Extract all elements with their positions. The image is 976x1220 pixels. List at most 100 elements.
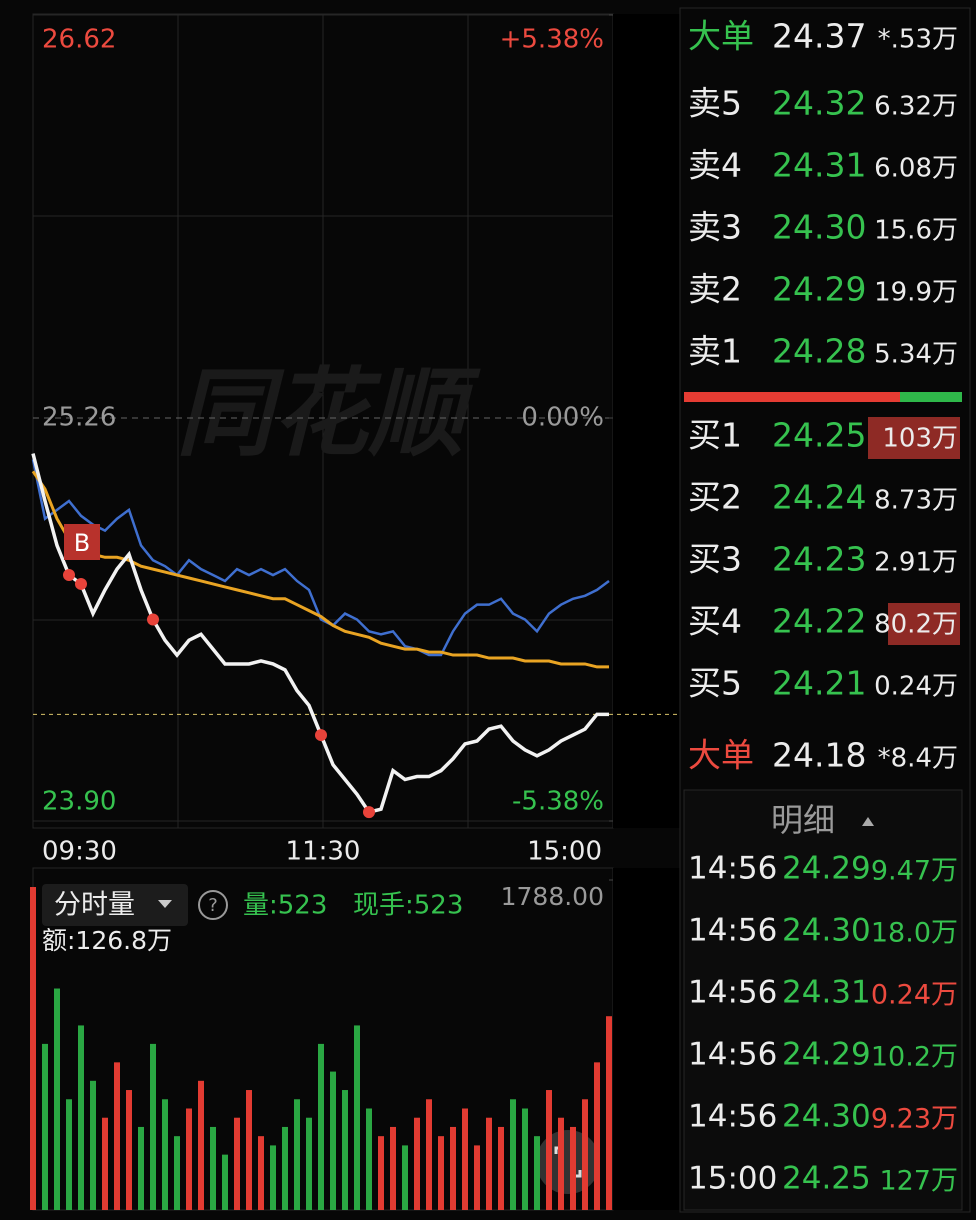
book-label: 卖5 [688, 84, 742, 123]
depth-bar-green [900, 392, 962, 402]
dropdown-arrow [158, 900, 172, 908]
volume-bar [606, 1016, 612, 1210]
volume-bar [42, 1043, 48, 1210]
volume-bar [390, 1126, 396, 1210]
detail-price: 24.29 [782, 1037, 871, 1073]
volume-bar [546, 1090, 552, 1210]
volume-bar [222, 1154, 228, 1210]
volume-bar [306, 1117, 312, 1210]
detail-time: 14:56 [688, 913, 777, 949]
volume-bar [582, 1099, 588, 1210]
book-volume: *8.4万 [878, 744, 958, 774]
bid-depth-4 [888, 603, 960, 645]
fullscreen-button[interactable] [536, 1130, 600, 1194]
detail-volume: 9.47万 [871, 856, 958, 887]
volume-bar [450, 1126, 456, 1210]
y-tick-label: 23.90 [42, 787, 116, 817]
volume-bar [354, 1025, 360, 1210]
book-volume: 15.6万 [874, 216, 958, 246]
current-hand: 现手:523 [353, 891, 463, 921]
volume-bar [426, 1099, 432, 1210]
volume-bar [90, 1080, 96, 1210]
detail-volume: 18.0万 [871, 918, 958, 949]
book-price: 24.22 [772, 602, 866, 641]
book-volume: *.53万 [878, 25, 958, 55]
volume-bar [462, 1108, 468, 1210]
volume-bar [162, 1099, 168, 1210]
volume-bar [234, 1117, 240, 1210]
volume-bar [66, 1099, 72, 1210]
detail-time: 14:56 [688, 975, 777, 1011]
amount: 额:126.8万 [42, 926, 172, 955]
book-label: 买4 [688, 602, 742, 641]
marker-box [64, 524, 100, 560]
signal-dot [75, 577, 87, 590]
signal-dot [315, 729, 327, 742]
volume-bar [102, 1117, 108, 1210]
volume-bar [414, 1117, 420, 1210]
x-tick-label: 09:30 [42, 837, 117, 867]
volume-bar [150, 1043, 156, 1210]
volume-bar [126, 1090, 132, 1210]
detail-volume: 127万 [879, 1166, 958, 1197]
volume-bar [510, 1099, 516, 1210]
index-line [31, 459, 610, 657]
book-price: 24.30 [772, 208, 866, 247]
volume-bar [270, 1145, 276, 1210]
detail-volume: 0.24万 [871, 980, 958, 1011]
sort-arrow [862, 817, 874, 826]
signal-dot [363, 806, 375, 819]
volume-bar [330, 1071, 336, 1210]
book-price: 24.37 [772, 17, 866, 56]
book-volume: 2.91万 [874, 548, 958, 578]
volume-bar [198, 1080, 204, 1210]
detail-time: 14:56 [688, 1099, 777, 1135]
book-label: 买1 [688, 416, 742, 455]
volume-bar [138, 1126, 144, 1210]
book-volume: 80.2万 [874, 610, 958, 640]
volume-bar [114, 1062, 120, 1210]
y2-tick-label: -5.38% [512, 787, 604, 817]
book-volume: 19.9万 [874, 278, 958, 308]
volume-tab[interactable]: 分时量 [54, 890, 135, 921]
book-price: 24.28 [772, 332, 866, 371]
book-volume: 6.08万 [874, 154, 958, 184]
bid-depth-1 [868, 417, 960, 459]
book-volume: 103万 [882, 424, 958, 454]
volume-bar [366, 1108, 372, 1210]
watermark: 同花顺 [176, 357, 481, 469]
detail-price: 24.29 [782, 851, 871, 887]
right-panel [679, 7, 971, 1213]
volume-bar [498, 1126, 504, 1210]
volume-bar [54, 988, 60, 1210]
book-label: 卖2 [688, 270, 742, 309]
y-tick-label: 25.26 [42, 403, 116, 433]
detail-price: 24.25 [782, 1161, 871, 1197]
help-icon[interactable] [198, 890, 228, 920]
volume-bar [378, 1136, 384, 1210]
volume-bar [174, 1136, 180, 1210]
volume-bar [570, 1126, 576, 1210]
y2-tick-label: 0.00% [521, 403, 604, 433]
book-price: 24.31 [772, 146, 866, 185]
tab-box[interactable] [42, 884, 188, 926]
book-volume: 0.24万 [874, 672, 958, 702]
book-price: 24.25 [772, 416, 866, 455]
detail-volume: 9.23万 [871, 1104, 958, 1135]
volume-bar [282, 1126, 288, 1210]
volume-bar [522, 1108, 528, 1210]
book-price: 24.29 [772, 270, 866, 309]
book-price: 24.24 [772, 478, 866, 517]
auction-volume-strip [613, 868, 680, 1210]
volume-bar [342, 1090, 348, 1210]
y-tick-label: 26.62 [42, 25, 116, 55]
book-label: 卖3 [688, 208, 742, 247]
book-price: 24.18 [772, 736, 866, 775]
detail-title[interactable]: 明细 [771, 801, 835, 839]
signal-dot [147, 613, 159, 626]
detail-time: 14:56 [688, 851, 777, 887]
volume-bar [258, 1136, 264, 1210]
help-text[interactable]: ? [208, 895, 218, 916]
book-label: 买3 [688, 540, 742, 579]
